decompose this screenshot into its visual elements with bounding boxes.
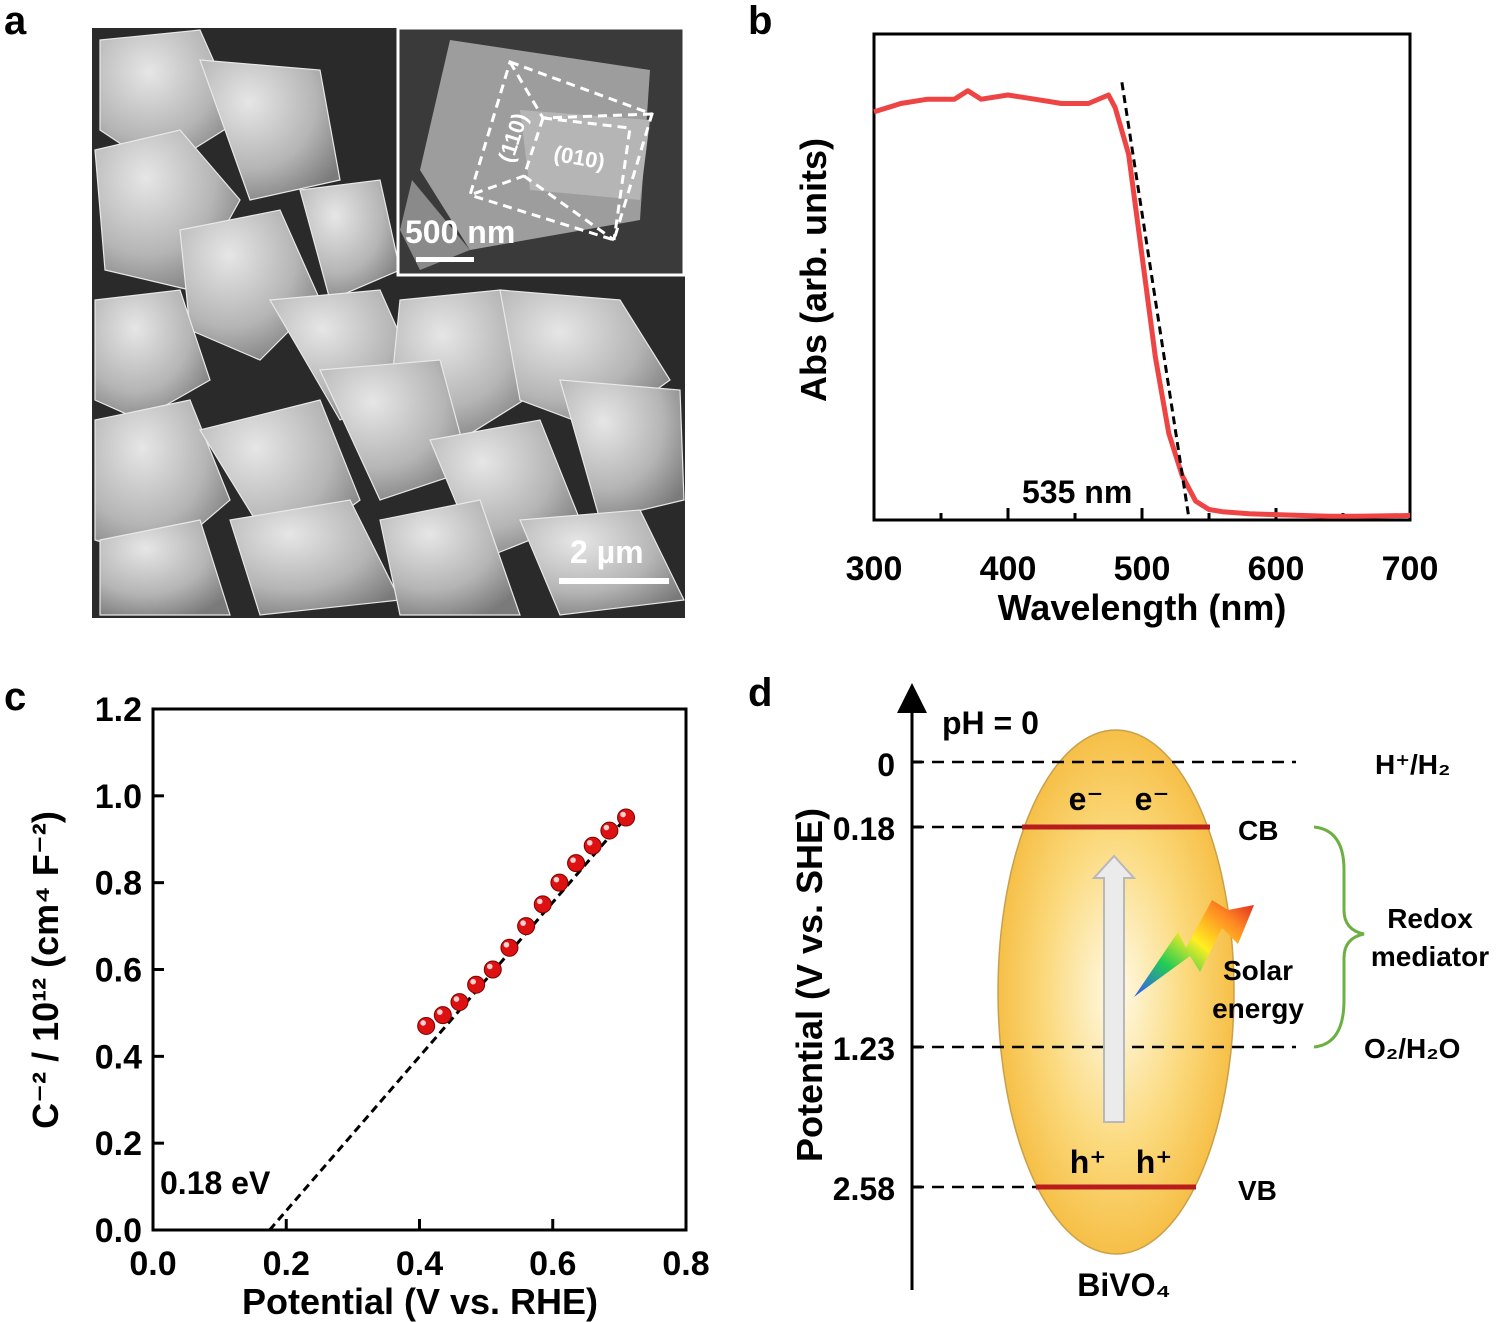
- excitation-arrow: [1091, 854, 1137, 1123]
- hole-1: h⁺: [1070, 1144, 1106, 1180]
- lightning-icon: [1134, 900, 1254, 997]
- y-axis-label-b: Abs (arb. units): [793, 138, 834, 402]
- sem-image: (110) (010) 500 nm 2 µm: [92, 26, 686, 618]
- data-point-highlight: [586, 839, 593, 846]
- potential-axis-label: Potential (V vs. SHE): [789, 808, 830, 1162]
- data-point-highlight: [520, 920, 526, 926]
- hole-2: h⁺: [1136, 1144, 1172, 1180]
- panel-label-b: b: [748, 0, 772, 43]
- data-point: [417, 1016, 436, 1035]
- x-tick-label-c: 0.8: [662, 1245, 709, 1283]
- y-tick-label-c: 1.0: [95, 778, 142, 816]
- inset-scale-label: 500 nm: [405, 214, 515, 250]
- electron-1: e⁻: [1069, 781, 1104, 817]
- data-point: [533, 895, 552, 914]
- data-point: [500, 938, 519, 957]
- level-value-vb: 2.58: [833, 1171, 895, 1207]
- cb-label: CB: [1238, 815, 1278, 846]
- y-tick-label-c: 0.8: [95, 865, 142, 903]
- x-tick-label-b: 400: [980, 550, 1037, 588]
- mediator-label-2: mediator: [1371, 941, 1489, 972]
- x-tick-label-c: 0.4: [396, 1245, 443, 1283]
- edge-annotation: 535 nm: [1022, 474, 1132, 510]
- x-tick-label-b: 600: [1248, 550, 1305, 588]
- mott-schottky-chart: 0.0 0.2 0.4 0.6 0.8 0.0 0.2 0.4 0.6 0.8 1.0 1.2 0.1…: [25, 691, 710, 1322]
- panel-label-c: c: [4, 675, 26, 719]
- level-value-cb: 0.18: [833, 811, 895, 847]
- main-scale-bar: [559, 578, 669, 584]
- data-point: [433, 1006, 452, 1025]
- facet-outline: [468, 60, 654, 242]
- x-tick-label-b: 300: [846, 550, 903, 588]
- absorption-edge-fit: [1120, 82, 1191, 519]
- y-tick-label-c: 1.2: [95, 691, 142, 729]
- x-axis-label-c: Potential (V vs. RHE): [242, 1281, 598, 1322]
- inset-scale-bar: [416, 257, 474, 262]
- main-scale-label: 2 µm: [570, 534, 644, 570]
- flatband-annotation: 0.18 eV: [160, 1165, 271, 1201]
- sem-crystals: [94, 29, 685, 616]
- material-label: BiVO₄: [1077, 1267, 1170, 1303]
- flatband-fit: [268, 816, 628, 1231]
- data-point-highlight: [453, 996, 460, 1002]
- redox-brace: [1313, 825, 1365, 1049]
- data-point: [600, 821, 619, 840]
- y-tick-label-c: 0.6: [95, 952, 142, 990]
- panel-label-d: d: [748, 671, 772, 715]
- vb-label: VB: [1238, 1175, 1277, 1206]
- x-tick-label-c: 0.2: [263, 1245, 310, 1283]
- data-point: [567, 854, 586, 873]
- data-point: [583, 836, 602, 855]
- solar-label-1: Solar: [1223, 955, 1293, 986]
- y-tick-label-c: 0.2: [95, 1125, 142, 1163]
- data-point: [617, 808, 636, 827]
- data-points: [417, 808, 636, 1035]
- y-axis-label-c: C⁻² / 10¹² (cm⁴ F⁻²): [25, 811, 66, 1129]
- data-point-highlight: [603, 824, 610, 831]
- plot-frame-b: [872, 32, 1412, 522]
- x-tick-label-c: 0.0: [129, 1245, 176, 1283]
- level-value-0: 0: [877, 747, 895, 783]
- data-point-highlight: [620, 811, 626, 818]
- x-tick-label-b: 700: [1382, 550, 1439, 588]
- x-tick-label-c: 0.6: [529, 1245, 576, 1283]
- x-axis-label-b: Wavelength (nm): [998, 587, 1287, 628]
- data-point-highlight: [503, 941, 510, 948]
- y-tick-label-c: 0.4: [95, 1038, 142, 1076]
- band-diagram: Potential (V vs. SHE) pH = 0 0 0.18 1.23…: [789, 683, 1489, 1303]
- level-value-o2: 1.23: [833, 1031, 895, 1067]
- ph-label: pH = 0: [942, 705, 1039, 741]
- data-point: [517, 917, 536, 936]
- data-point: [450, 993, 469, 1012]
- solar-label-2: energy: [1212, 993, 1304, 1024]
- data-point-highlight: [437, 1009, 443, 1015]
- data-point-highlight: [470, 978, 476, 985]
- h-couple-label: H⁺/H₂: [1375, 749, 1450, 780]
- panel-label-a: a: [4, 0, 27, 43]
- absorbance-curve: [873, 88, 1411, 519]
- data-point-highlight: [420, 1020, 426, 1026]
- data-point: [550, 873, 569, 892]
- o2-couple-label: O₂/H₂O: [1364, 1033, 1460, 1064]
- data-point-highlight: [570, 857, 576, 863]
- uv-vis-chart: 300 400 500 600 700 535 nm Wavelength (nm) A…: [793, 32, 1439, 628]
- data-point: [467, 975, 486, 994]
- plot-frame-c: [151, 707, 688, 1232]
- data-point: [483, 960, 502, 979]
- x-tick-label-b: 500: [1114, 550, 1171, 588]
- data-point-highlight: [553, 876, 560, 883]
- y-tick-label-c: 0.0: [95, 1212, 142, 1250]
- mediator-label-1: Redox: [1387, 903, 1473, 934]
- data-point-highlight: [486, 963, 493, 970]
- electron-2: e⁻: [1135, 781, 1170, 817]
- data-point-highlight: [536, 898, 543, 905]
